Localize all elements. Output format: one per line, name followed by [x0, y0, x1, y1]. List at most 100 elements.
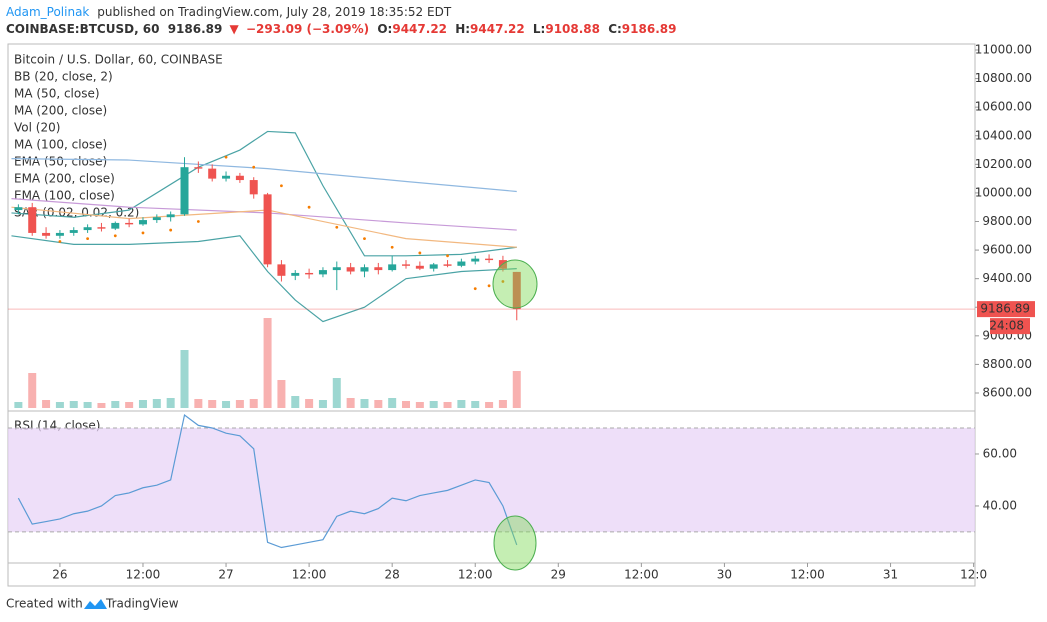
published: published on TradingView.com, July 28, 2…	[97, 5, 452, 19]
volume-bar	[125, 402, 134, 408]
candle-body	[138, 220, 147, 225]
legend-entry: Vol (20)	[14, 121, 60, 135]
last: 9186.89	[168, 22, 223, 36]
candle-body	[235, 175, 244, 181]
y-tick-label: 9600.00	[982, 243, 1032, 257]
candle-body	[42, 232, 51, 236]
volume-bar	[291, 396, 300, 408]
sar-dot	[280, 184, 283, 188]
sar-dot	[113, 234, 117, 238]
highlight-circle	[493, 515, 537, 571]
candle-body	[152, 217, 161, 221]
x-tick-label: 29	[551, 568, 566, 582]
candle-body	[471, 258, 480, 262]
volume-bar	[443, 402, 452, 408]
volume-bar	[388, 398, 397, 408]
y-tick-label: 10800.00	[975, 71, 1032, 85]
price-tag: 9186.89	[980, 302, 1030, 316]
sar-dot	[446, 254, 449, 258]
candle-body	[111, 222, 120, 229]
x-tick-label: 30	[717, 568, 732, 582]
legend-entry: EMA (200, close)	[14, 172, 115, 186]
x-tick-label: 12:00	[458, 568, 493, 582]
volume-bar	[415, 402, 424, 408]
x-tick-label: 12:0	[960, 568, 987, 582]
volume-bar	[346, 398, 355, 408]
sar-dot	[86, 237, 90, 241]
y-tick-label: 9800.00	[982, 214, 1032, 228]
price-tag-bg	[977, 301, 1035, 318]
header-line: Adam_Polinak published on TradingView.co…	[6, 5, 452, 19]
overlay-line	[11, 158, 517, 193]
ohlc-label: C:	[608, 22, 622, 36]
candle-body	[194, 167, 203, 169]
volume-bar	[138, 400, 147, 408]
candle-body	[415, 265, 424, 269]
candle-body	[360, 267, 369, 272]
ohlc-value: 9447.22	[392, 22, 447, 36]
volume-bar	[457, 400, 466, 408]
author[interactable]: Adam_Polinak	[6, 5, 89, 19]
sar-dot	[390, 245, 394, 249]
candle-body	[249, 180, 258, 195]
sar-dot	[487, 284, 491, 288]
volume-bar	[180, 350, 189, 408]
y-tick-label: 60.00	[983, 446, 1017, 460]
footer-brand[interactable]: TradingView	[105, 597, 179, 611]
sar-dot	[418, 251, 422, 255]
candle-body	[305, 272, 314, 275]
volume-bar	[42, 400, 51, 408]
sar-dot	[501, 280, 505, 283]
volume-bar	[28, 373, 37, 408]
price-pane: 8600.008800.009000.009200.009400.009600.…	[8, 43, 1035, 582]
y-tick-label: 10000.00	[975, 185, 1032, 199]
volume-bar	[318, 400, 327, 408]
x-tick-label: 31	[883, 568, 898, 582]
volume-bar	[332, 378, 341, 408]
y-tick-label: 11000.00	[975, 43, 1032, 57]
candle-body	[443, 264, 452, 266]
highlight-circle	[492, 259, 538, 309]
volume-bar	[97, 403, 106, 408]
candle-body	[277, 264, 286, 276]
sar-dot	[169, 228, 173, 232]
volume-bar	[111, 401, 120, 408]
ohlc-label: L:	[533, 22, 545, 36]
sar-dot	[473, 287, 477, 291]
symbol: COINBASE:BTCUSD, 60	[6, 22, 160, 36]
rsi-band	[8, 427, 975, 532]
x-tick-label: 28	[385, 568, 400, 582]
candle-body	[69, 230, 78, 233]
ohlc-value: 9186.89	[622, 22, 677, 36]
legend-entry: BB (20, close, 2)	[14, 70, 113, 84]
y-tick-label: 40.00	[983, 498, 1017, 512]
candle-body	[291, 272, 300, 276]
candle-body	[374, 267, 383, 271]
candle-body	[346, 267, 355, 272]
countdown-bg	[990, 318, 1030, 335]
volume-bar	[471, 401, 480, 408]
volume-bar	[263, 318, 272, 408]
volume-bar	[305, 399, 314, 408]
candle-body	[429, 264, 438, 269]
x-tick-label: 12:00	[292, 568, 327, 582]
y-tick-label: 10400.00	[975, 128, 1032, 142]
volume-bar	[55, 402, 64, 408]
candle-body	[180, 167, 189, 215]
volume-bar	[277, 380, 286, 408]
ohlc-value: 9108.88	[545, 22, 600, 36]
symbol-line: COINBASE:BTCUSD, 60 9186.89 ▼ −293.09 (−…	[6, 22, 676, 36]
volume-bar	[402, 401, 411, 408]
legend-entry: MA (200, close)	[14, 104, 107, 118]
ohlc-label: O:	[377, 22, 392, 36]
rsi-line	[17, 413, 518, 549]
change: −293.09 (−3.09%)	[246, 22, 369, 36]
legend-entry: EMA (50, close)	[14, 155, 107, 169]
legend-entry: MA (50, close)	[14, 87, 100, 101]
candle-body	[512, 271, 521, 310]
volume-bar	[208, 400, 217, 408]
candle-body	[83, 227, 92, 231]
y-tick-label: 9400.00	[982, 271, 1032, 285]
sar-dot	[363, 237, 366, 241]
